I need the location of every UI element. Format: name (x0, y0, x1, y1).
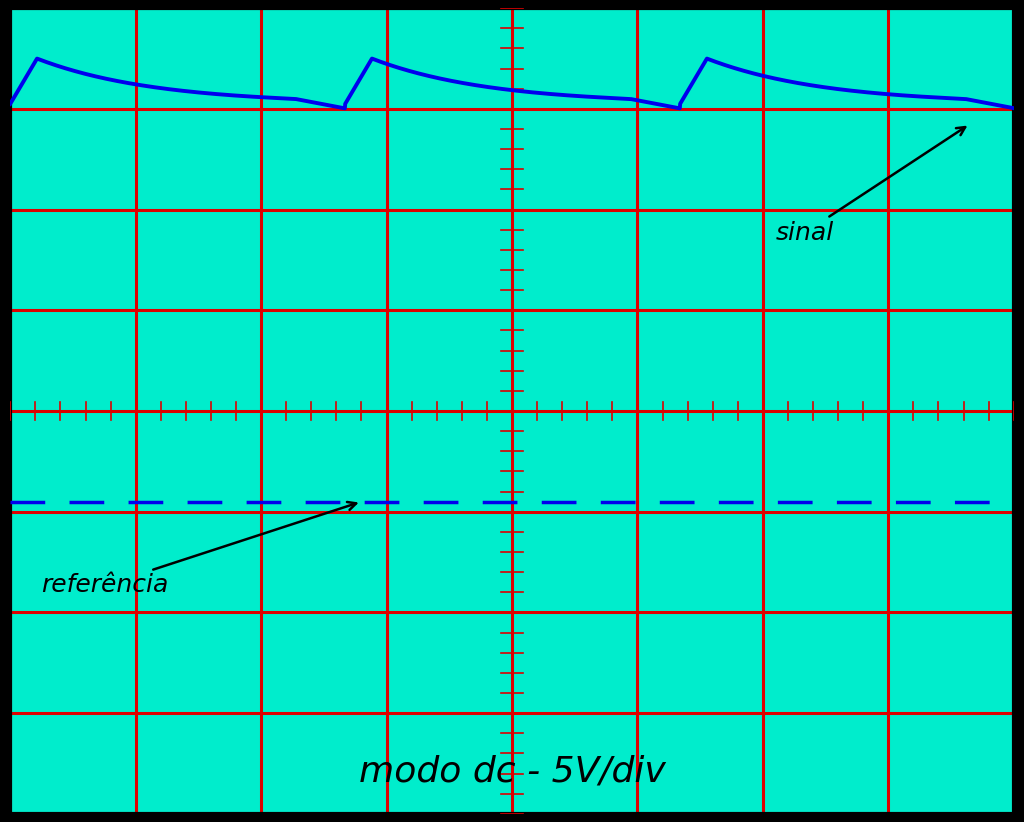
Text: referência: referência (42, 502, 356, 598)
Text: sinal: sinal (775, 127, 966, 245)
Text: modo dc - 5V/div: modo dc - 5V/div (358, 755, 666, 788)
